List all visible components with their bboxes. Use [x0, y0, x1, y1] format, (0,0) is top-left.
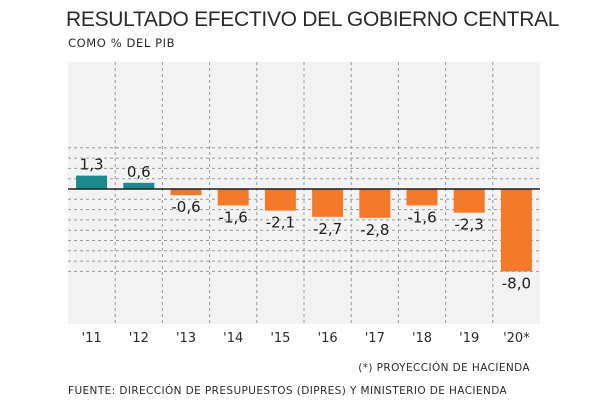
data-label: -1,6: [219, 208, 248, 226]
bar: [406, 189, 438, 206]
bar: [217, 189, 249, 206]
bar: [359, 189, 391, 218]
bar: [123, 182, 155, 189]
data-label: -2,8: [360, 221, 389, 239]
bar: [264, 189, 296, 211]
x-tick-label: '15: [270, 331, 290, 346]
bar: [453, 189, 485, 213]
projection-note: (*) PROYECCIÓN DE HACIENDA: [358, 362, 530, 374]
x-tick-label: '18: [412, 331, 432, 346]
data-label: -2,1: [266, 214, 295, 232]
chart-title: RESULTADO EFECTIVO DEL GOBIERNO CENTRAL: [66, 8, 560, 31]
bar: [170, 189, 202, 196]
bar: [500, 189, 532, 272]
data-label: -2,7: [313, 220, 342, 238]
data-label: 0,6: [127, 163, 151, 181]
x-tick-label: '16: [318, 331, 338, 346]
x-tick-label: '11: [82, 331, 102, 346]
data-label: -1,6: [407, 208, 436, 226]
x-tick-label: '14: [223, 331, 243, 346]
chart-subtitle: COMO % DEL PIB: [68, 36, 176, 50]
data-label: -2,3: [455, 216, 484, 234]
data-label: -8,0: [502, 274, 531, 292]
source-note: FUENTE: DIRECCIÓN DE PRESUPUESTOS (DIPRE…: [68, 385, 508, 397]
x-tick-label: '17: [365, 331, 385, 346]
bar: [76, 175, 108, 189]
x-tick-label: '13: [176, 331, 196, 346]
data-label: -0,6: [171, 198, 200, 216]
x-tick-label: '19: [459, 331, 479, 346]
data-label: 1,3: [80, 156, 104, 174]
bar: [312, 189, 344, 217]
x-tick-label: '12: [129, 331, 149, 346]
x-tick-label: '20*: [503, 331, 530, 346]
